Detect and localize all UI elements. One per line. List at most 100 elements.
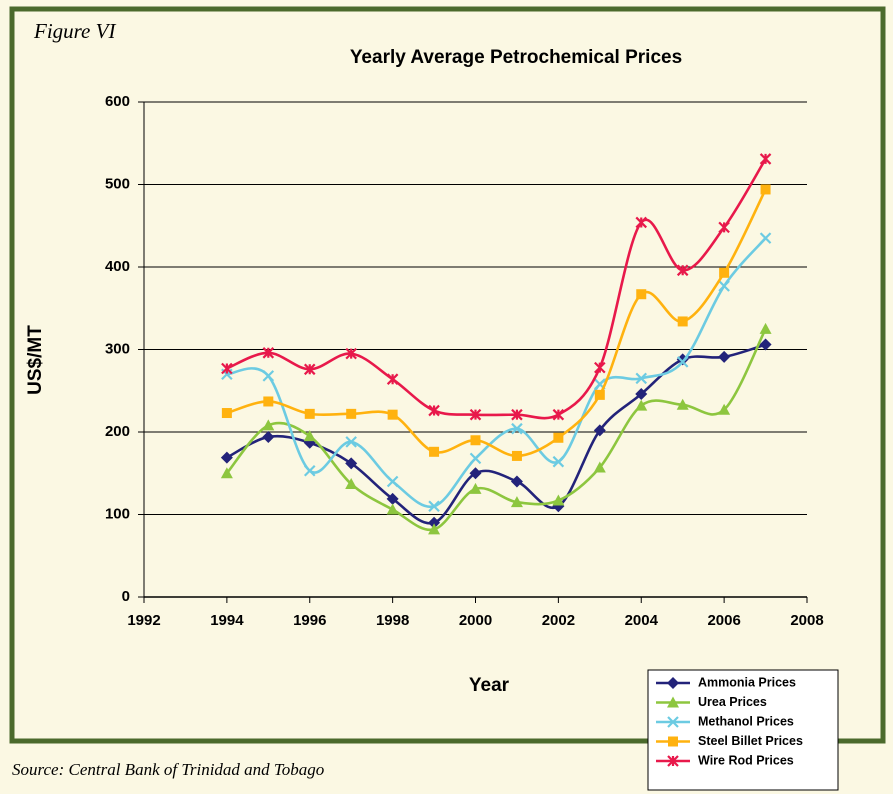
data-point <box>386 373 399 385</box>
data-point <box>718 403 731 415</box>
x-tick-label: 1998 <box>376 612 409 629</box>
data-point <box>220 467 233 479</box>
data-point <box>553 432 564 443</box>
data-point <box>593 461 606 473</box>
data-point <box>469 467 482 480</box>
data-point <box>386 475 399 488</box>
data-point <box>635 388 648 401</box>
data-point <box>428 500 440 513</box>
legend-label: Wire Rod Prices <box>698 753 794 767</box>
legend-swatch-marker <box>668 736 678 747</box>
legend-swatch-marker <box>667 677 679 689</box>
data-point <box>469 482 482 494</box>
data-point <box>386 503 399 515</box>
data-point <box>718 350 731 363</box>
data-point <box>387 409 398 420</box>
data-point <box>511 450 522 461</box>
data-point <box>469 452 482 465</box>
data-point <box>511 422 523 435</box>
legend-box <box>647 669 839 791</box>
series-line <box>226 343 766 525</box>
data-point <box>552 494 565 506</box>
plot-area: 0 100 200 300 400 500 600 1992 1994 1996 1998 2000 2… <box>105 93 824 629</box>
data-point <box>263 396 274 407</box>
data-point <box>303 464 316 477</box>
data-point <box>635 399 648 411</box>
x-tick-label: 2008 <box>790 612 823 629</box>
data-point <box>594 389 605 400</box>
data-point <box>676 356 689 368</box>
data-point <box>304 408 315 419</box>
legend-swatch-marker <box>667 755 679 767</box>
data-point <box>429 446 440 457</box>
data-point <box>345 457 358 470</box>
x-tick-label: 2002 <box>542 612 575 629</box>
y-axis-label: US$/MT <box>25 325 46 395</box>
x-tick-label: 2000 <box>459 612 492 629</box>
data-point <box>759 338 772 351</box>
data-point <box>676 264 689 277</box>
data-point <box>262 370 275 382</box>
data-point <box>510 475 523 488</box>
figure-label: Figure VI <box>33 19 116 43</box>
legend-label: Methanol Prices <box>698 714 794 728</box>
data-point <box>262 347 275 359</box>
data-point <box>594 361 606 374</box>
data-point <box>760 184 771 195</box>
data-point <box>510 496 523 508</box>
data-point <box>262 430 275 443</box>
data-point <box>718 221 730 234</box>
data-point <box>386 492 399 505</box>
x-tick-label: 2006 <box>707 612 740 629</box>
data-point <box>719 267 730 278</box>
frame <box>9 6 886 744</box>
data-point <box>428 523 441 535</box>
chart-title: Yearly Average Petrochemical Prices <box>350 47 682 68</box>
data-point <box>636 289 647 300</box>
legend-label: Steel Billet Prices <box>698 734 803 748</box>
data-point <box>718 280 730 292</box>
y-tick-label: 200 <box>105 423 130 440</box>
data-point <box>676 398 689 410</box>
legend: Ammonia Prices Urea Prices Methanol Prices… <box>647 669 839 791</box>
legend-label: Ammonia Prices <box>698 675 796 689</box>
data-point <box>220 451 233 464</box>
data-point <box>759 322 772 334</box>
data-point <box>345 436 357 448</box>
data-point <box>303 363 316 376</box>
legend-swatch-marker <box>667 696 679 708</box>
data-point <box>262 419 275 431</box>
legend-swatch-marker <box>667 716 679 728</box>
y-tick-label: 500 <box>105 175 130 192</box>
x-tick-label: 1996 <box>293 612 326 629</box>
data-point <box>221 408 232 419</box>
y-tick-label: 0 <box>122 588 130 605</box>
data-point <box>345 347 357 360</box>
data-point <box>511 408 523 421</box>
data-point <box>470 435 481 446</box>
data-point <box>635 372 648 385</box>
x-tick-label: 1992 <box>127 612 160 629</box>
x-tick-label: 1994 <box>210 612 244 629</box>
data-point <box>428 516 441 529</box>
legend-label: Urea Prices <box>698 695 767 709</box>
data-point <box>303 430 316 442</box>
data-point <box>759 232 772 244</box>
data-point <box>552 408 565 421</box>
x-axis-label: Year <box>469 675 510 696</box>
y-tick-label: 600 <box>105 93 130 110</box>
data-point <box>635 216 648 229</box>
data-point <box>552 455 565 468</box>
y-tick-label: 400 <box>105 258 130 275</box>
data-point <box>345 477 358 489</box>
data-point <box>428 404 440 417</box>
y-tick-label: 100 <box>105 505 130 522</box>
data-point <box>677 316 688 327</box>
source-note: Source: Central Bank of Trinidad and Tob… <box>12 760 324 779</box>
data-point <box>346 408 357 419</box>
data-point <box>221 362 233 375</box>
y-tick-label: 300 <box>105 340 130 357</box>
x-tick-label: 2004 <box>625 612 659 629</box>
data-point <box>469 408 482 421</box>
